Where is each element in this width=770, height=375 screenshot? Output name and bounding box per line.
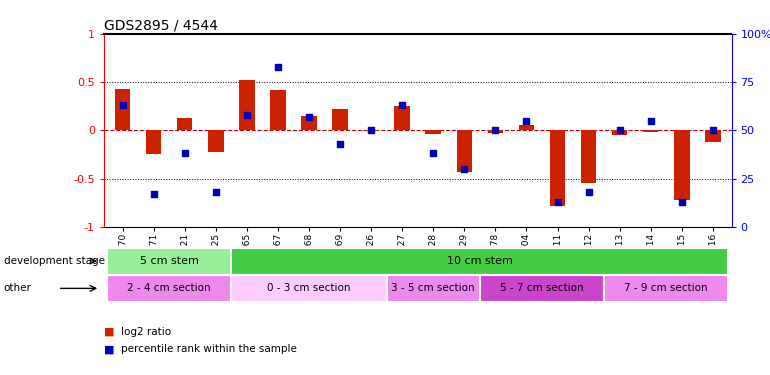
Bar bbox=[394, 106, 410, 130]
Bar bbox=[480, 275, 604, 302]
Bar bbox=[231, 275, 387, 302]
Point bbox=[303, 114, 315, 120]
Text: GDS2895 / 4544: GDS2895 / 4544 bbox=[104, 19, 218, 33]
Bar bbox=[208, 130, 223, 152]
Text: log2 ratio: log2 ratio bbox=[121, 327, 171, 337]
Point bbox=[365, 128, 377, 134]
Bar bbox=[643, 130, 658, 132]
Point bbox=[427, 150, 440, 156]
Point bbox=[334, 141, 346, 147]
Bar bbox=[426, 130, 441, 134]
Bar bbox=[387, 275, 480, 302]
Bar bbox=[550, 130, 565, 206]
Point bbox=[116, 102, 129, 108]
Text: 5 - 7 cm section: 5 - 7 cm section bbox=[500, 284, 584, 293]
Text: other: other bbox=[4, 284, 32, 293]
Bar bbox=[301, 116, 316, 130]
Text: percentile rank within the sample: percentile rank within the sample bbox=[121, 345, 296, 354]
Point bbox=[489, 128, 501, 134]
Point bbox=[707, 128, 719, 134]
Point bbox=[551, 199, 564, 205]
Point bbox=[458, 166, 470, 172]
Bar bbox=[333, 109, 348, 130]
Bar bbox=[270, 90, 286, 130]
Text: 2 - 4 cm section: 2 - 4 cm section bbox=[127, 284, 211, 293]
Text: 7 - 9 cm section: 7 - 9 cm section bbox=[624, 284, 708, 293]
Point bbox=[582, 189, 594, 195]
Point bbox=[396, 102, 408, 108]
Point bbox=[209, 189, 222, 195]
Bar bbox=[581, 130, 596, 183]
Point bbox=[272, 64, 284, 70]
Bar bbox=[107, 248, 231, 274]
Bar bbox=[487, 130, 503, 133]
Bar bbox=[239, 80, 255, 130]
Bar bbox=[231, 248, 728, 274]
Text: 5 cm stem: 5 cm stem bbox=[139, 256, 199, 266]
Bar bbox=[457, 130, 472, 172]
Point bbox=[675, 199, 688, 205]
Bar bbox=[612, 130, 628, 135]
Point bbox=[614, 128, 626, 134]
Text: 0 - 3 cm section: 0 - 3 cm section bbox=[267, 284, 351, 293]
Text: development stage: development stage bbox=[4, 256, 105, 266]
Text: 10 cm stem: 10 cm stem bbox=[447, 256, 513, 266]
Text: ■: ■ bbox=[104, 327, 115, 337]
Bar bbox=[705, 130, 721, 142]
Bar bbox=[604, 275, 728, 302]
Bar bbox=[146, 130, 162, 154]
Point bbox=[241, 112, 253, 118]
Point bbox=[179, 150, 191, 156]
Point bbox=[521, 118, 533, 124]
Text: ■: ■ bbox=[104, 345, 115, 354]
Bar bbox=[363, 130, 379, 131]
Text: 3 - 5 cm section: 3 - 5 cm section bbox=[391, 284, 475, 293]
Bar bbox=[107, 275, 231, 302]
Bar bbox=[177, 118, 192, 130]
Point bbox=[644, 118, 657, 124]
Bar bbox=[674, 130, 690, 200]
Bar bbox=[115, 89, 130, 130]
Bar bbox=[519, 126, 534, 130]
Point bbox=[148, 191, 160, 197]
